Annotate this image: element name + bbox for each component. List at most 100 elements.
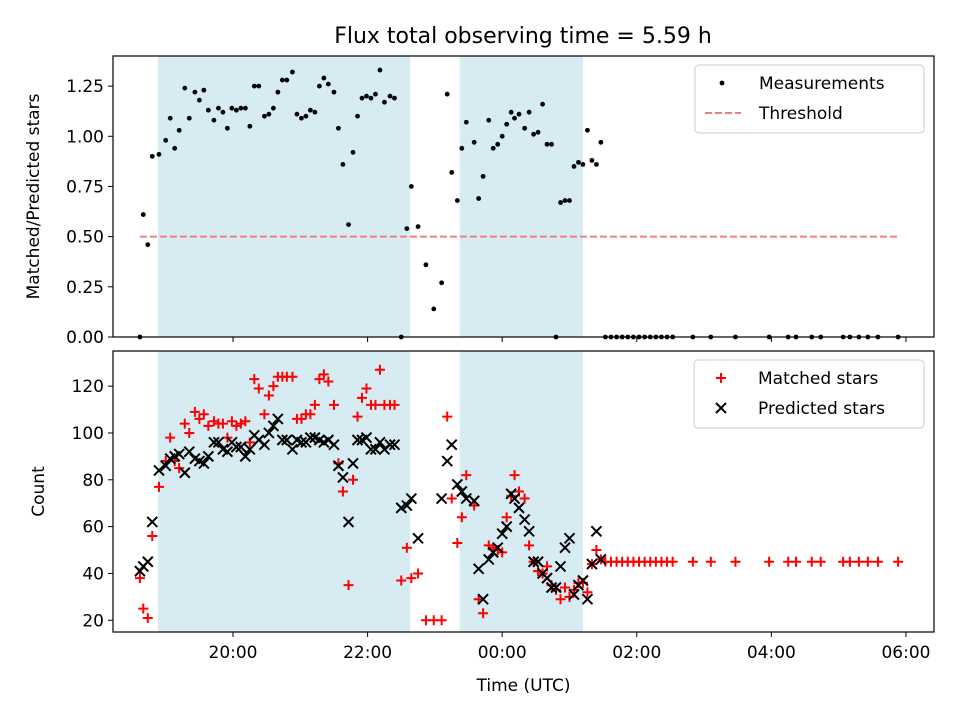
data-point <box>478 608 489 619</box>
data-point <box>325 81 331 87</box>
data-point <box>256 83 262 89</box>
data-point <box>541 572 553 584</box>
data-point <box>348 474 359 485</box>
data-point <box>275 89 281 95</box>
data-point <box>242 105 248 111</box>
data-point <box>687 556 698 567</box>
legend-label: Measurements <box>759 74 885 94</box>
y-tick-label: 40 <box>82 564 104 584</box>
data-point <box>815 556 826 567</box>
data-point <box>179 467 191 479</box>
data-point <box>441 455 453 467</box>
data-point <box>203 420 214 431</box>
data-point <box>318 369 329 380</box>
data-point <box>589 157 595 163</box>
x-tick-label: 02:00 <box>612 643 661 663</box>
data-point <box>558 200 563 205</box>
data-point <box>471 139 477 145</box>
y-tick-label: 0.75 <box>66 177 104 197</box>
data-point <box>226 416 237 427</box>
top-panel: 0.00 0.25 0.50 0.75 1.00 1.25 Matched/Predicte… <box>24 55 935 348</box>
data-point <box>198 457 210 470</box>
data-point <box>586 558 598 570</box>
data-point <box>295 436 308 449</box>
data-point <box>225 125 230 131</box>
data-point <box>406 573 417 584</box>
data-point <box>415 224 421 230</box>
data-point <box>266 111 272 117</box>
data-point <box>872 556 883 567</box>
data-point <box>336 125 341 131</box>
data-point <box>304 431 317 444</box>
data-point <box>444 91 450 97</box>
x-tick-label: 00:00 <box>478 643 527 663</box>
data-point <box>508 492 521 505</box>
data-point <box>387 93 393 99</box>
data-point <box>192 89 198 95</box>
data-point <box>451 478 464 491</box>
data-point <box>571 163 577 169</box>
data-point <box>404 226 410 232</box>
data-point <box>138 603 149 614</box>
data-point <box>281 434 293 446</box>
data-point <box>705 556 716 567</box>
data-point <box>369 443 382 456</box>
data-point <box>446 438 458 451</box>
data-point <box>270 105 276 111</box>
data-point <box>262 113 267 119</box>
data-point <box>461 470 472 481</box>
data-point <box>535 129 541 135</box>
data-point <box>549 141 554 147</box>
data-point <box>287 371 298 382</box>
data-point <box>527 556 540 568</box>
data-point <box>142 556 154 568</box>
bottom-panel: 20 40 60 80 100 120 20:00 22:00 00:00 02:00 04:00 0… <box>29 350 935 696</box>
shaded-interval <box>157 351 411 632</box>
data-point <box>160 460 172 472</box>
data-point <box>590 525 603 538</box>
data-point <box>208 436 220 449</box>
data-point <box>496 527 508 540</box>
data-point <box>167 115 173 121</box>
data-point <box>202 450 215 463</box>
data-point <box>580 161 586 167</box>
data-point <box>220 109 226 115</box>
data-point <box>844 556 855 567</box>
data-point <box>764 556 775 567</box>
y-tick-label: 1.00 <box>66 127 104 147</box>
data-point <box>140 212 146 217</box>
x-tick-label: 04:00 <box>747 643 796 663</box>
data-point <box>439 280 445 286</box>
data-point <box>340 161 346 167</box>
data-point <box>853 556 864 567</box>
data-point <box>509 470 520 481</box>
data-point <box>217 418 228 429</box>
data-point <box>244 443 256 456</box>
data-point <box>211 117 217 123</box>
legend-marker <box>719 80 725 86</box>
axes-frame <box>112 55 935 338</box>
data-point <box>361 383 372 394</box>
data-point <box>460 492 473 505</box>
x-axis-label: Time (UTC) <box>476 676 571 696</box>
data-point <box>183 445 195 458</box>
data-point <box>544 141 550 147</box>
legend-box <box>694 64 925 134</box>
data-point <box>216 105 221 111</box>
data-point <box>472 563 485 575</box>
y-tick-label: 0.25 <box>66 278 104 298</box>
data-point <box>526 109 532 115</box>
data-point <box>323 376 334 387</box>
data-point <box>491 541 504 554</box>
data-point <box>559 541 571 554</box>
y-axis-label: Count <box>29 466 49 517</box>
data-point <box>163 137 169 143</box>
data-point <box>272 413 284 425</box>
data-point <box>392 95 397 101</box>
data-point <box>388 438 401 451</box>
data-point <box>486 117 492 123</box>
data-point <box>284 77 290 83</box>
data-point <box>577 574 589 587</box>
data-point <box>591 545 602 556</box>
